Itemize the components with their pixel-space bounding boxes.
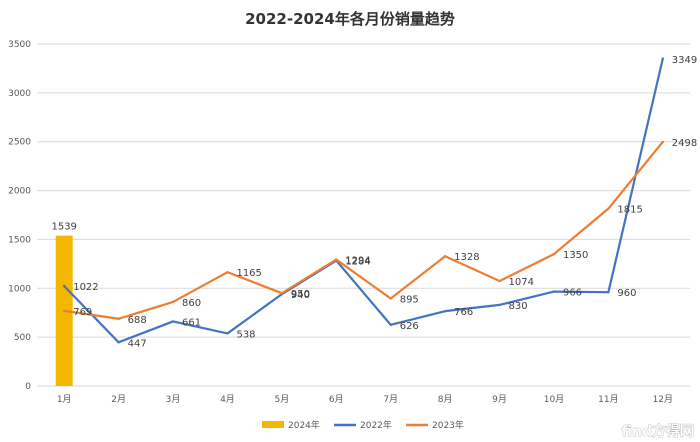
x-tick-label: 7月 (383, 394, 398, 405)
data-point (335, 258, 338, 261)
data-point (443, 255, 447, 258)
y-tick-label: 3000 (8, 89, 31, 99)
y-tick-label: 3500 (8, 40, 31, 50)
x-tick-label: 8月 (438, 394, 453, 405)
data-label: 895 (400, 295, 419, 306)
data-label: 766 (454, 307, 473, 318)
legend-label: 2023年 (432, 419, 464, 431)
x-tick-label: 9月 (492, 394, 507, 405)
data-label: 960 (617, 288, 636, 299)
data-label: 1284 (345, 257, 370, 268)
data-label: 688 (128, 315, 147, 326)
x-axis: 1月 2月 3月 4月 5月 6月 7月 8月 9月 10月 11月 12月 (57, 394, 673, 405)
data-point (117, 341, 120, 344)
data-label: 1022 (73, 282, 98, 293)
data-point (661, 57, 664, 60)
data-label: 830 (509, 301, 528, 312)
data-point (498, 303, 501, 307)
data-label: 447 (128, 338, 147, 349)
data-point (443, 309, 447, 313)
data-point (226, 332, 229, 335)
legend-swatch (262, 421, 284, 428)
data-label: 1165 (236, 268, 261, 279)
legend-label: 2024年 (288, 419, 320, 431)
x-tick-label: 12月 (653, 394, 673, 405)
data-label: 1815 (617, 205, 642, 216)
data-point (171, 300, 175, 304)
data-point (226, 270, 229, 274)
data-label: 860 (182, 298, 201, 309)
y-tick-label: 2500 (8, 138, 31, 148)
x-tick-label: 5月 (275, 394, 290, 405)
data-label: 1350 (563, 250, 588, 261)
data-point (552, 290, 556, 293)
data-label: 626 (400, 321, 419, 332)
data-label: 661 (182, 317, 201, 328)
data-point (171, 320, 175, 323)
data-label: 950 (291, 289, 310, 300)
data-label: 1294 (345, 256, 370, 267)
y-axis: 0 500 1000 1500 2000 2500 3000 3500 (8, 40, 31, 392)
line-series (63, 57, 664, 344)
data-point (661, 140, 664, 144)
data-point (280, 291, 284, 295)
x-tick-label: 4月 (220, 394, 235, 405)
data-label: 2498 (672, 138, 697, 149)
x-tick-label: 10月 (544, 394, 564, 405)
series-line (63, 57, 664, 344)
data-label: 1539 (51, 222, 76, 233)
x-tick-label: 11月 (598, 394, 618, 405)
y-tick-label: 2000 (8, 187, 31, 197)
data-labels: 1539 1022 447 661 538 940 1284 626 766 830 966 960 3… (51, 55, 697, 350)
data-point (63, 284, 66, 288)
y-tick-label: 0 (25, 382, 31, 392)
data-point (389, 297, 392, 300)
data-point (63, 309, 66, 313)
legend: 2024年 2022年 2023年 (262, 419, 464, 431)
chart-title: 2022-2024年各月份销量趋势 (245, 10, 455, 28)
x-tick-label: 1月 (57, 394, 72, 405)
data-point (607, 290, 610, 294)
series-line (63, 140, 664, 320)
data-label: 1328 (454, 252, 479, 263)
y-tick-label: 1000 (8, 284, 31, 294)
x-tick-label: 6月 (329, 394, 344, 405)
data-label: 3349 (672, 55, 697, 66)
y-tick-label: 500 (14, 333, 31, 343)
watermark-logo: find方得网 (622, 423, 694, 440)
data-point (498, 279, 501, 283)
data-label: 538 (236, 329, 255, 340)
legend-label: 2022年 (360, 419, 392, 431)
gridlines (37, 43, 690, 387)
data-label: 769 (73, 307, 92, 318)
data-label: 966 (563, 288, 582, 299)
data-point (117, 317, 120, 320)
y-tick-label: 1500 (8, 235, 31, 245)
data-point (389, 323, 392, 327)
x-tick-label: 3月 (166, 394, 181, 405)
data-label: 940 (291, 290, 310, 301)
data-point (607, 207, 610, 210)
data-point (552, 252, 556, 256)
data-label: 1074 (509, 277, 534, 288)
x-tick-label: 2月 (111, 394, 126, 405)
